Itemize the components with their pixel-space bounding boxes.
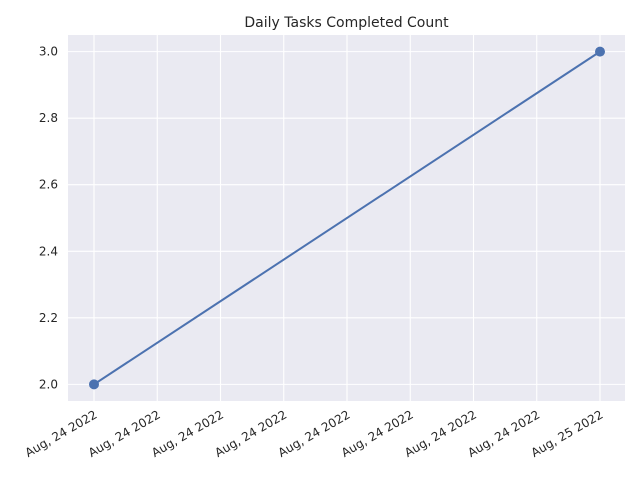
series-group [89,46,605,390]
series-line [93,50,601,386]
data-point [89,379,99,390]
y-tick-label: 2.4 [39,244,58,258]
y-tick-label: 2.2 [39,311,58,325]
y-gridlines [68,51,625,385]
y-tick-label: 2.6 [39,178,58,192]
data-point [595,46,605,57]
y-tick-label: 2.8 [39,111,58,125]
y-tick-label: 2.0 [39,377,58,391]
chart-title: Daily Tasks Completed Count [244,15,449,31]
y-axis-tick-labels: 2.0 2.2 2.4 2.6 2.8 3.0 [39,45,58,392]
x-gridlines [93,35,601,401]
y-tick-label: 3.0 [39,45,58,59]
x-tick-label: Aug, 25 2022 [529,407,606,459]
